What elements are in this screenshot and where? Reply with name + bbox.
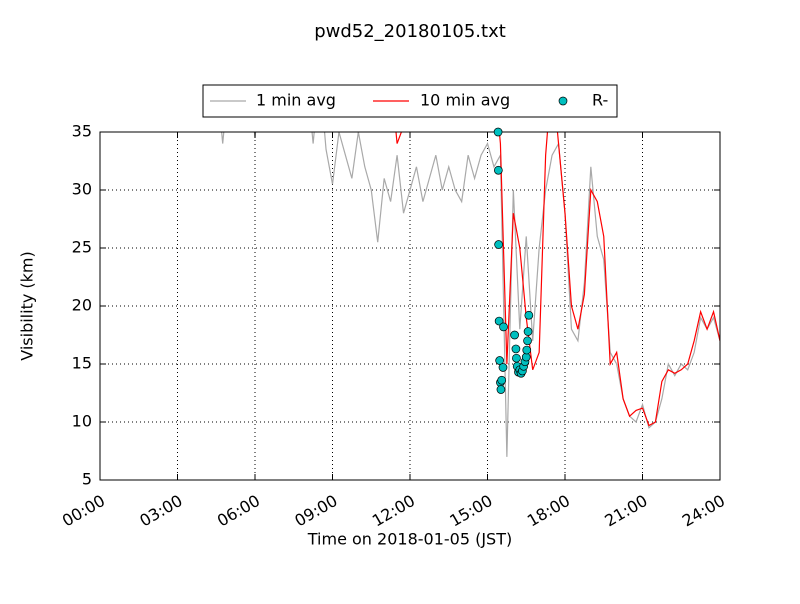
y-axis-label: Visibility (km) (18, 251, 37, 360)
x-tick-label: 21:00 (601, 491, 650, 531)
x-tick-label: 03:00 (136, 491, 185, 531)
plot-area (221, 132, 720, 457)
x-tick-label: 12:00 (369, 491, 418, 531)
chart-title: pwd52_20180105.txt (314, 21, 506, 42)
scatter-point (494, 316, 504, 326)
series-line (395, 132, 720, 427)
legend-box (202, 84, 618, 118)
y-tick-label: 25 (72, 238, 92, 257)
scatter-point (494, 165, 503, 175)
scatter-point (494, 240, 503, 249)
scatter-point (510, 330, 519, 340)
legend-label: 10 min avg (420, 91, 510, 110)
scatter-point (498, 363, 508, 372)
x-tick-label: 24:00 (679, 491, 728, 531)
x-tick-label: 06:00 (214, 491, 263, 531)
legend-label: 1 min avg (256, 91, 336, 110)
y-tick-label: 10 (72, 412, 92, 431)
scatter-point (511, 344, 521, 354)
scatter-point (496, 385, 506, 394)
y-tick-label: 20 (72, 296, 92, 315)
y-tick-label: 5 (82, 470, 92, 489)
x-tick-label: 09:00 (291, 491, 340, 531)
y-tick-label: 35 (72, 122, 92, 141)
x-tick-label: 00:00 (59, 491, 108, 531)
x-tick-label: 15:00 (446, 491, 495, 531)
scatter-point (523, 336, 532, 346)
y-tick-label: 30 (72, 180, 92, 199)
legend: 1 min avg 10 min avg R- (210, 91, 608, 110)
scatter-point (497, 375, 507, 385)
scatter-point (493, 127, 503, 137)
scatter-point (522, 345, 532, 355)
legend-label: R- (592, 91, 608, 110)
grid (99, 131, 721, 481)
scatter-point (499, 322, 508, 332)
scatter-point (524, 310, 534, 320)
legend-marker (558, 96, 568, 106)
scatter-point (495, 356, 504, 365)
y-tick-label: 15 (72, 354, 92, 373)
scatter-point (523, 327, 533, 336)
x-tick-label: 18:00 (524, 491, 573, 531)
x-axis-label: Time on 2018-01-05 (JST) (307, 530, 512, 549)
scatter-point (512, 353, 521, 363)
series-line (221, 132, 720, 457)
